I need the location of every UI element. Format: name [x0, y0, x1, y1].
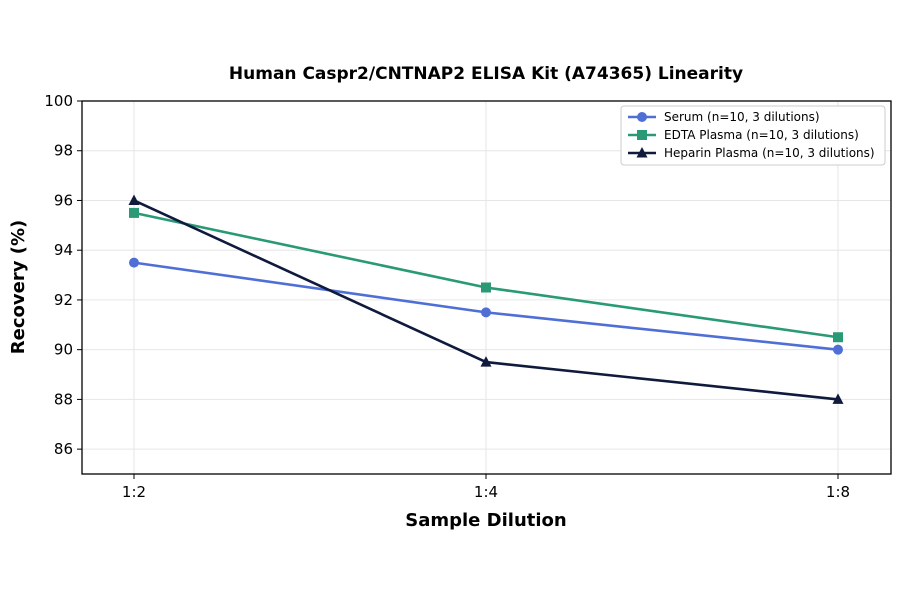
- legend-item-serum: Serum (n=10, 3 dilutions): [628, 110, 820, 124]
- legend-label: Heparin Plasma (n=10, 3 dilutions): [664, 146, 875, 160]
- y-tick-label: 92: [54, 291, 73, 309]
- x-axis-ticks: 1:2 1:4 1:8: [122, 474, 850, 501]
- legend-swatch-marker: [636, 147, 648, 158]
- legend-swatch-marker: [637, 112, 647, 122]
- data-point-edta: [833, 332, 843, 343]
- y-axis-label: Recovery (%): [8, 220, 29, 354]
- legend-item-edta: EDTA Plasma (n=10, 3 dilutions): [628, 128, 859, 142]
- x-tick-label: 1:8: [826, 483, 850, 501]
- data-point-edta: [481, 282, 491, 293]
- legend-label: Serum (n=10, 3 dilutions): [664, 110, 820, 124]
- chart-title: Human Caspr2/CNTNAP2 ELISA Kit (A74365) …: [229, 64, 743, 84]
- data-point-serum: [481, 307, 491, 318]
- series-layer: [128, 194, 844, 404]
- legend: Serum (n=10, 3 dilutions) EDTA Plasma (n=…: [620, 105, 886, 166]
- data-point-serum: [129, 257, 139, 268]
- y-tick-label: 98: [54, 142, 73, 160]
- y-tick-label: 96: [54, 191, 73, 209]
- legend-item-heparin: Heparin Plasma (n=10, 3 dilutions): [628, 146, 875, 160]
- legend-swatch-marker: [637, 130, 647, 140]
- y-tick-label: 100: [44, 92, 73, 110]
- x-axis-label: Sample Dilution: [405, 510, 566, 531]
- x-tick-label: 1:4: [474, 483, 498, 501]
- x-tick-label: 1:2: [122, 483, 146, 501]
- series-edta: [129, 207, 843, 343]
- y-tick-label: 88: [54, 390, 73, 408]
- data-point-heparin: [480, 356, 492, 367]
- data-point-edta: [129, 207, 139, 218]
- y-tick-label: 94: [54, 241, 73, 259]
- data-point-heparin: [832, 393, 844, 404]
- data-point-serum: [833, 344, 843, 355]
- series-serum: [129, 257, 843, 355]
- data-point-heparin: [128, 194, 140, 205]
- legend-label: EDTA Plasma (n=10, 3 dilutions): [664, 128, 859, 142]
- y-tick-label: 86: [54, 440, 73, 458]
- series-heparin: [128, 194, 844, 404]
- y-axis-ticks: 86 88 90 92 94 96 98 100: [44, 92, 82, 458]
- legend-box: [620, 105, 886, 166]
- y-tick-label: 90: [54, 341, 73, 359]
